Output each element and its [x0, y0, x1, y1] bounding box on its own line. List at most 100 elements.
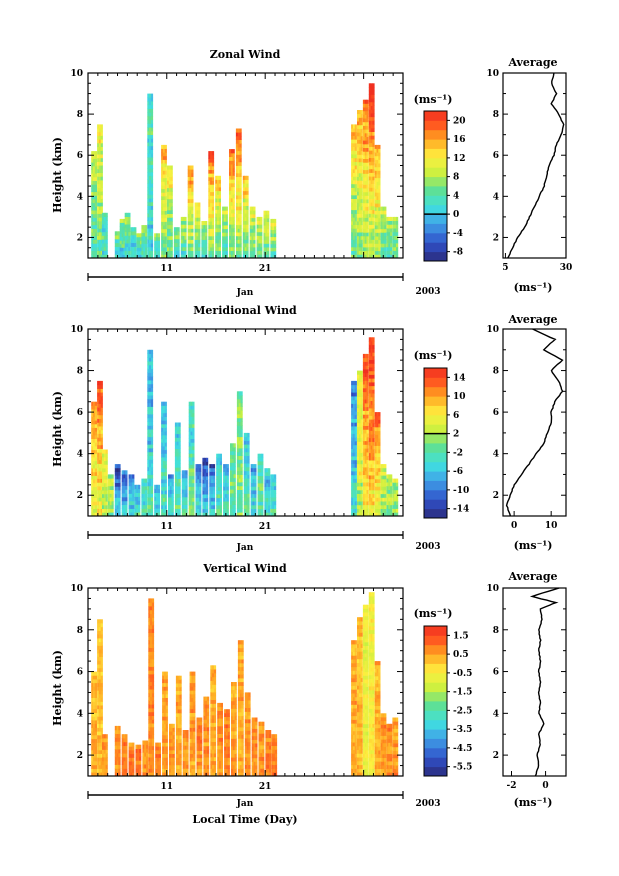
heatmap-cell — [357, 121, 360, 126]
heatmap-cell — [396, 231, 399, 236]
heatmap-cell — [357, 497, 360, 502]
heatmap-cell — [124, 254, 127, 259]
heatmap-cell — [351, 396, 354, 401]
heatmap-cell — [199, 478, 202, 483]
heatmap-cell — [190, 446, 193, 451]
heatmap-cell — [360, 411, 363, 416]
heatmap-cell — [238, 444, 241, 449]
heatmap-cell — [372, 497, 375, 502]
heatmap-cell — [239, 184, 242, 189]
heatmap-cell — [380, 482, 383, 487]
heatmap-cell — [150, 451, 154, 456]
heatmap-cell — [235, 250, 239, 255]
heatmap-cell — [257, 497, 260, 502]
heatmap-cell — [238, 440, 241, 445]
heatmap-cell — [370, 135, 373, 140]
heatmap-cell — [215, 228, 218, 233]
heatmap-cell — [93, 675, 96, 680]
heatmap-cell — [362, 195, 366, 200]
heatmap-cell — [351, 452, 354, 457]
heatmap-cell — [94, 746, 97, 751]
heatmap-cell — [370, 493, 373, 498]
heatmap-cell — [94, 446, 97, 451]
heatmap-cell — [358, 434, 361, 439]
heatmap-cell — [260, 228, 263, 233]
heatmap-cell — [240, 402, 243, 407]
heatmap-cell — [242, 250, 245, 255]
heatmap-cell — [98, 131, 102, 136]
heatmap-cell — [384, 232, 387, 237]
heatmap-cell — [245, 497, 248, 502]
heatmap-cell — [185, 497, 188, 502]
heatmap-cell — [125, 497, 128, 502]
heatmap-cell — [392, 482, 395, 487]
heatmap-cell — [149, 112, 152, 117]
heatmap-cell — [259, 512, 262, 517]
heatmap-cell — [91, 206, 94, 211]
heatmap-cell — [225, 254, 228, 259]
heatmap-cell — [372, 153, 375, 158]
heatmap-cell — [376, 217, 379, 222]
heatmap-cell — [376, 490, 379, 495]
heatmap-cell — [168, 198, 171, 203]
heatmap-cell — [128, 239, 131, 244]
heatmap-cell — [134, 504, 137, 509]
heatmap-cell — [240, 474, 243, 479]
heatmap-cell — [236, 508, 240, 513]
heatmap-cell — [372, 456, 375, 461]
heatmap-cell — [150, 205, 154, 210]
heatmap-cell — [232, 246, 235, 251]
heatmap-cell — [176, 422, 179, 427]
heatmap-cell — [118, 490, 121, 495]
heatmap-cell — [360, 132, 363, 137]
heatmap-cell — [364, 132, 367, 137]
heatmap-cell — [150, 168, 154, 173]
heatmap-cell — [374, 250, 377, 255]
heatmap-cell — [240, 417, 243, 422]
heatmap-cell — [224, 475, 228, 480]
heatmap-cell — [191, 232, 194, 237]
heatmap-cell — [259, 472, 262, 477]
heatmap-cell — [219, 483, 222, 488]
heatmap-cell — [263, 221, 266, 226]
heatmap-cell — [161, 199, 164, 204]
heatmap-cell — [256, 254, 259, 259]
heatmap-cell — [174, 474, 178, 479]
heatmap-column — [167, 165, 173, 259]
heatmap-cell — [246, 179, 249, 184]
heatmap-cell — [162, 512, 166, 517]
heatmap-cell — [150, 235, 154, 240]
heatmap-cell — [91, 158, 94, 163]
heatmap-cell — [125, 493, 128, 498]
heatmap-cell — [263, 232, 266, 237]
heatmap-cell — [222, 247, 225, 252]
heatmap-cell — [93, 158, 96, 163]
heatmap-cell — [136, 508, 139, 513]
heatmap-cell — [132, 250, 135, 255]
heatmap-column — [374, 144, 381, 259]
heatmap-cell — [372, 486, 375, 491]
heatmap-cell — [98, 459, 102, 464]
heatmap-cell — [257, 512, 260, 517]
heatmap-column — [368, 337, 375, 517]
heatmap-cell — [209, 467, 212, 472]
heatmap-cell — [130, 500, 133, 506]
heatmap-cell — [229, 201, 232, 206]
heatmap-cell — [141, 497, 144, 502]
heatmap-cell — [226, 471, 229, 476]
heatmap-cell — [274, 247, 277, 252]
heatmap-cell — [366, 158, 369, 163]
heatmap-cell — [149, 482, 152, 487]
heatmap-cell — [105, 504, 108, 509]
heatmap-cell — [368, 124, 371, 129]
heatmap-cell — [97, 217, 100, 222]
heatmap-cell — [208, 184, 211, 189]
heatmap-cell — [181, 512, 184, 517]
heatmap-cell — [140, 243, 143, 248]
heatmap-cell — [230, 175, 233, 180]
heatmap-cell — [390, 493, 393, 498]
heatmap-cell — [118, 246, 121, 251]
heatmap-cell — [211, 213, 215, 218]
heatmap-cell — [370, 217, 373, 222]
heatmap-cell — [149, 455, 152, 460]
